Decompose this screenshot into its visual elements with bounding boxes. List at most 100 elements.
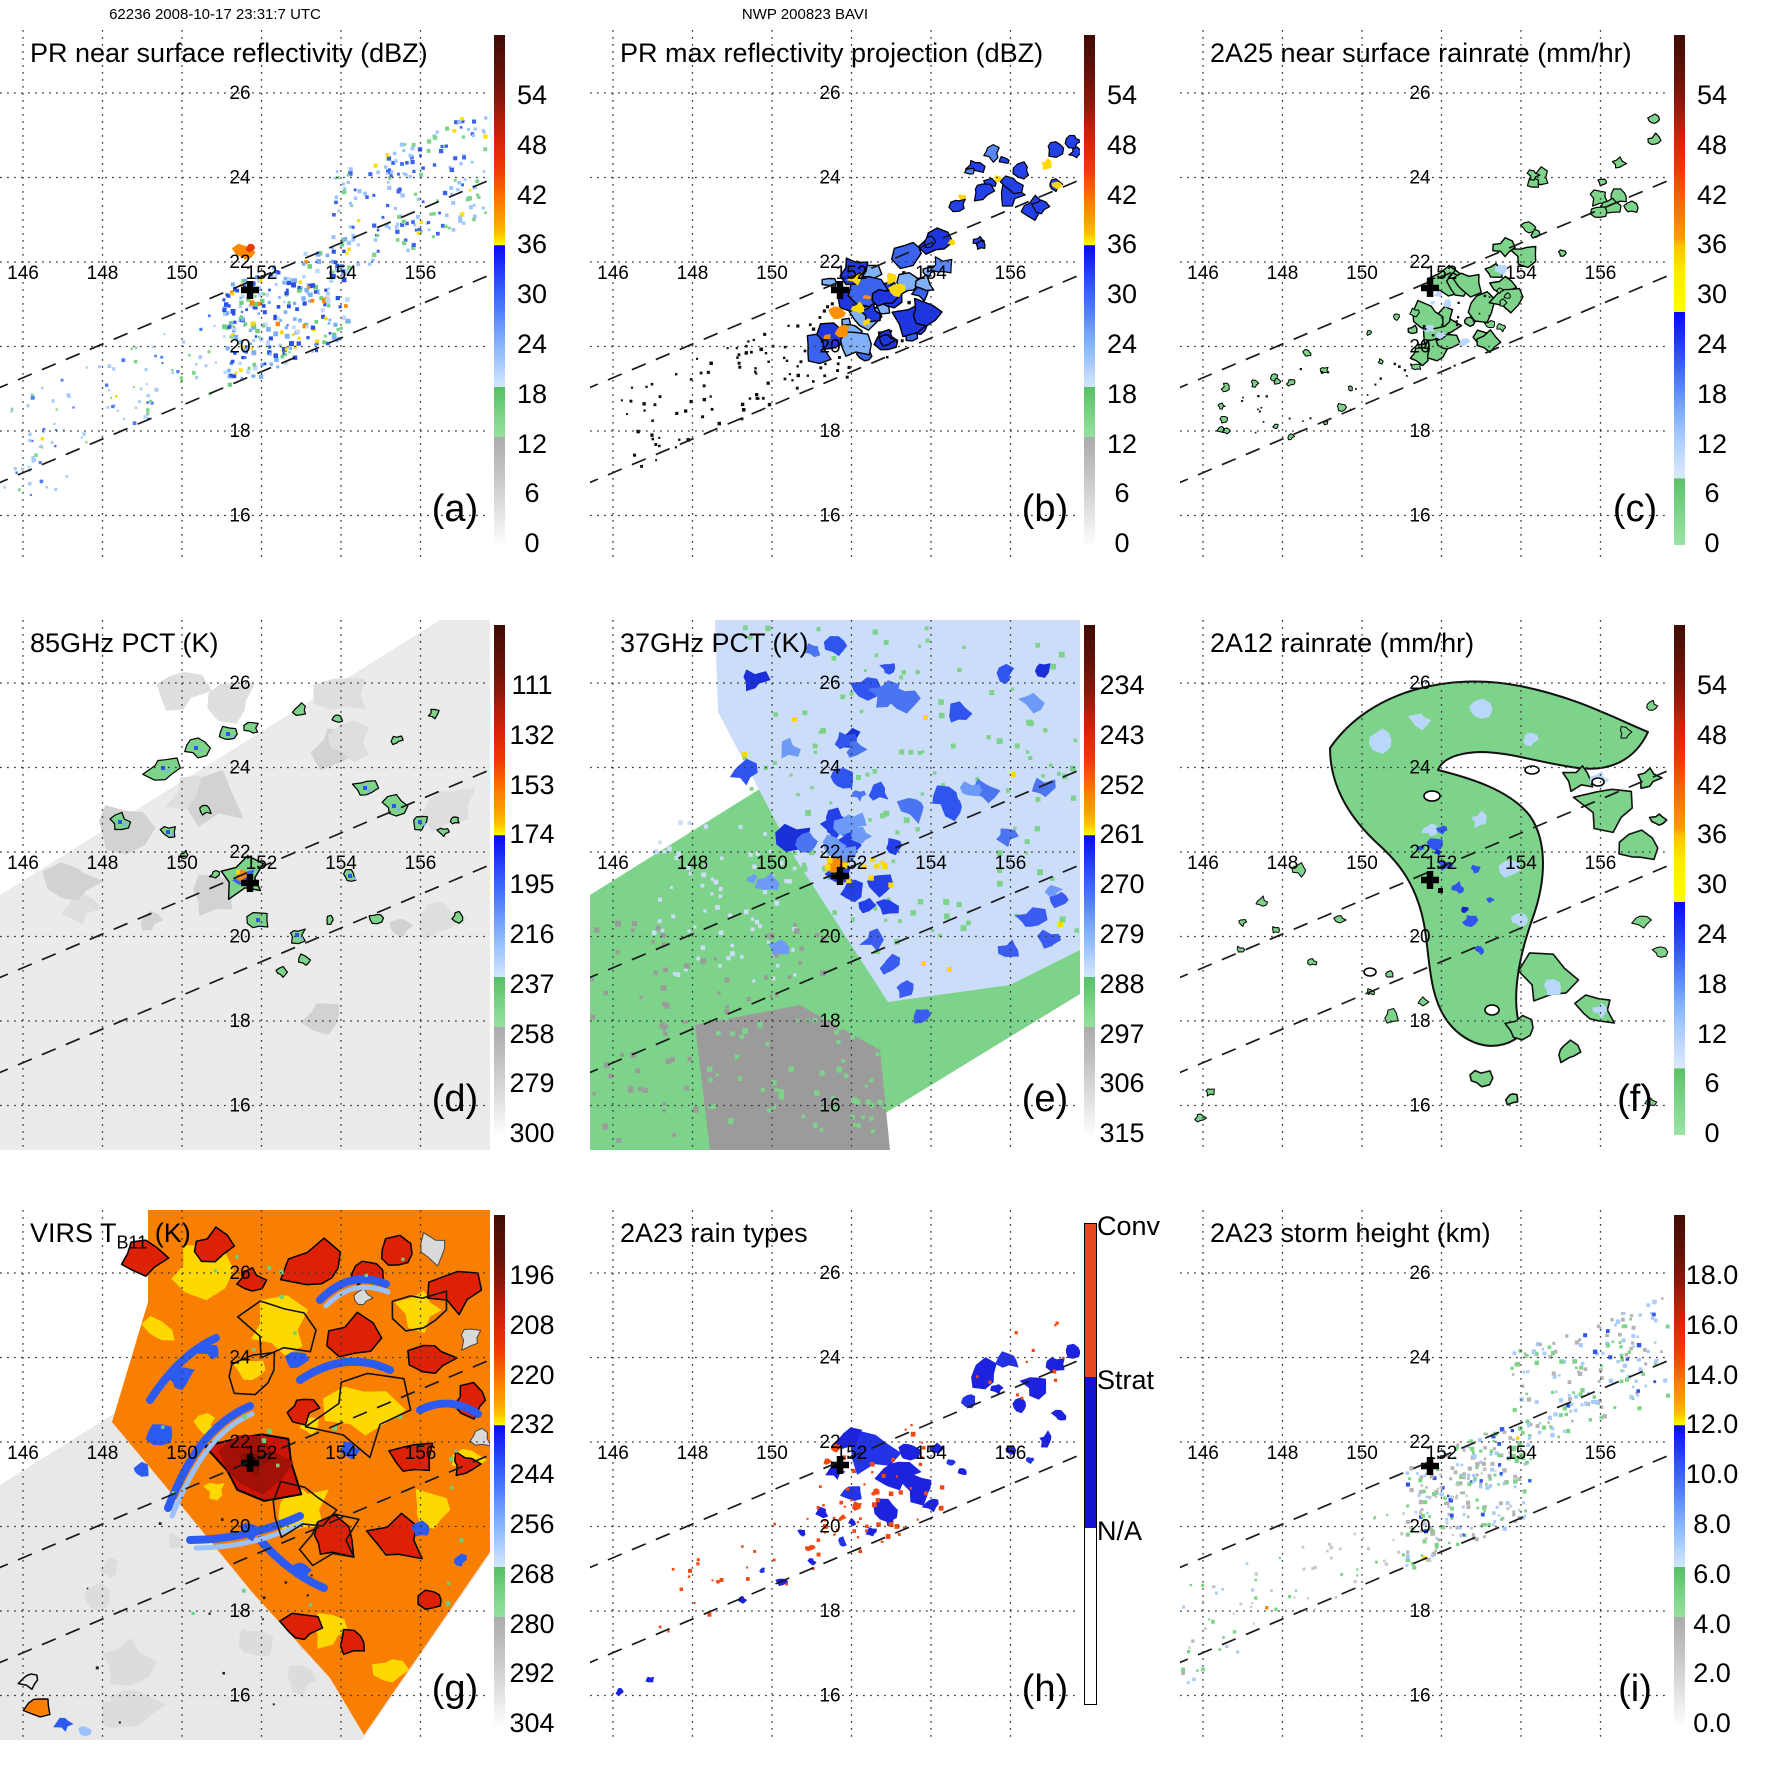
svg-text:156: 156 <box>405 1443 437 1464</box>
svg-text:150: 150 <box>1346 853 1378 874</box>
colorbar-tick-label: 8.0 <box>1693 1509 1731 1539</box>
svg-text:22: 22 <box>1409 1432 1430 1453</box>
svg-text:16: 16 <box>229 506 250 527</box>
axis-tick-labels: 26 24 22 20 18 16 146 148 150 152 154 156 <box>7 1263 436 1707</box>
svg-text:20: 20 <box>229 337 250 358</box>
svg-text:154: 154 <box>325 853 357 874</box>
svg-text:20: 20 <box>1409 927 1430 948</box>
svg-text:26: 26 <box>819 83 840 104</box>
svg-text:22: 22 <box>819 1432 840 1453</box>
colorbar-tick-label: 48 <box>516 129 548 160</box>
svg-text:26: 26 <box>1409 1263 1430 1284</box>
storm-center-marker <box>831 1456 849 1474</box>
panel-d-colorbar <box>494 625 505 1135</box>
panel-c: 26 24 22 20 18 16 146 148 150 152 154 156 2A25 near… <box>1180 30 1770 590</box>
svg-text:150: 150 <box>756 853 788 874</box>
svg-text:146: 146 <box>7 853 39 874</box>
colorbar-tick-label: 237 <box>509 968 555 999</box>
colorbar-tick-label: 24 <box>1696 329 1728 359</box>
svg-text:148: 148 <box>87 1443 119 1464</box>
colorbar-tick-label: 54 <box>1696 80 1728 110</box>
axis-tick-labels: 26 24 22 20 18 16 146 148 150 152 154 156 <box>597 1263 1026 1707</box>
svg-text:156: 156 <box>1585 1443 1617 1464</box>
colorbar-tick-label: 174 <box>509 819 555 850</box>
grid-lines <box>1180 30 1670 560</box>
svg-text:146: 146 <box>1187 263 1219 284</box>
svg-text:22: 22 <box>229 842 250 863</box>
svg-text:26: 26 <box>229 83 250 104</box>
colorbar-tick-label: 30 <box>516 279 548 310</box>
colorbar-tick-label: 24 <box>516 329 548 359</box>
colorbar-tick-label: 54 <box>1106 80 1138 110</box>
svg-text:146: 146 <box>1187 853 1219 874</box>
map-f: 26 24 22 20 18 16 146 148 150 152 154 156 <box>1180 620 1670 1150</box>
colorbar-tick-label: 36 <box>516 229 548 260</box>
data-scene <box>1181 1297 1670 1685</box>
svg-text:22: 22 <box>819 252 840 273</box>
svg-text:18: 18 <box>229 1011 250 1032</box>
data-scene <box>615 1321 1080 1696</box>
svg-text:26: 26 <box>1409 83 1430 104</box>
colorbar-tick-label: 18.0 <box>1685 1260 1739 1290</box>
colorbar-tick-label: 0 <box>1704 528 1720 559</box>
colorbar-tick-label: 6 <box>1114 478 1130 509</box>
colorbar-tick-label: 6.0 <box>1693 1558 1731 1589</box>
colorbar-tick-label: 153 <box>509 769 555 800</box>
colorbar-tick-label: 232 <box>509 1409 555 1440</box>
panel-g-colorbar <box>494 1215 505 1725</box>
pr-swath-edges <box>1180 178 1670 484</box>
svg-text:16: 16 <box>229 1096 250 1117</box>
panel-c-colorbar <box>1674 35 1685 545</box>
colorbar-tick-label: 315 <box>1099 1118 1145 1149</box>
panel-d-title: 85GHz PCT (K) <box>30 628 219 658</box>
colorbar-tick-label: 12 <box>1696 428 1728 459</box>
colorbar-tick-label: 6 <box>1704 1068 1720 1099</box>
svg-text:154: 154 <box>1505 263 1537 284</box>
panel-f: 26 24 22 20 18 16 146 148 150 152 154 156 2A12 rain… <box>1180 620 1770 1180</box>
colorbar-tick-label: 48 <box>1696 719 1728 750</box>
svg-text:20: 20 <box>819 337 840 358</box>
storm-center-marker <box>831 281 849 299</box>
svg-text:16: 16 <box>819 506 840 527</box>
pr-swath-edges <box>0 1358 490 1664</box>
colorbar-tick-label: 12 <box>1696 1018 1728 1049</box>
panel-g-letter: (g) <box>431 1668 479 1710</box>
colorbar-tick-label: 4.0 <box>1693 1608 1731 1639</box>
svg-text:146: 146 <box>597 1443 629 1464</box>
svg-text:150: 150 <box>1346 1443 1378 1464</box>
pr-swath-edges <box>590 1358 1080 1664</box>
case-header: NWP 200823 BAVI <box>741 6 869 23</box>
map-e: 26 24 22 20 18 16 146 148 150 152 154 156 <box>590 620 1080 1150</box>
colorbar-tick-label: 0 <box>1114 528 1130 559</box>
colorbar-tick-label: 0 <box>524 528 540 559</box>
colorbar-tick-label: 18 <box>1696 378 1728 409</box>
svg-text:26: 26 <box>819 673 840 694</box>
svg-text:148: 148 <box>87 263 119 284</box>
panel-c-letter: (c) <box>1612 488 1658 530</box>
grid-lines <box>1180 620 1670 1150</box>
panel-h: 26 24 22 20 18 16 146 148 150 152 154 156 2A23 rain… <box>590 1210 1180 1770</box>
data-scene <box>0 620 490 1150</box>
colorbar-tick-label: 30 <box>1106 279 1138 310</box>
map-d: 26 24 22 20 18 16 146 148 150 152 154 156 <box>0 620 490 1150</box>
colorbar-tick-label: 42 <box>516 179 548 210</box>
grid-lines <box>1180 1210 1670 1740</box>
svg-text:146: 146 <box>1187 1443 1219 1464</box>
svg-text:22: 22 <box>819 842 840 863</box>
panel-d-letter: (d) <box>431 1078 479 1120</box>
colorbar-tick-label: 252 <box>1099 769 1145 800</box>
data-scene <box>0 1210 490 1740</box>
svg-text:148: 148 <box>1267 263 1299 284</box>
colorbar-tick-label: 216 <box>509 919 555 949</box>
axis-tick-labels: 26 24 22 20 18 16 146 148 150 152 154 156 <box>1187 83 1616 527</box>
svg-text:26: 26 <box>819 1263 840 1284</box>
svg-text:16: 16 <box>1409 1686 1430 1707</box>
panel-h-colorbar <box>1084 1223 1097 1705</box>
colorbar-category-label: Conv <box>1097 1211 1161 1241</box>
panel-h-letter: (h) <box>1021 1668 1069 1710</box>
grid-lines <box>0 1210 490 1740</box>
colorbar-tick-label: 279 <box>1099 919 1145 949</box>
colorbar-tick-label: 24 <box>1106 329 1138 359</box>
colorbar-tick-label: 6 <box>1704 478 1720 509</box>
colorbar-tick-label: 36 <box>1106 229 1138 260</box>
